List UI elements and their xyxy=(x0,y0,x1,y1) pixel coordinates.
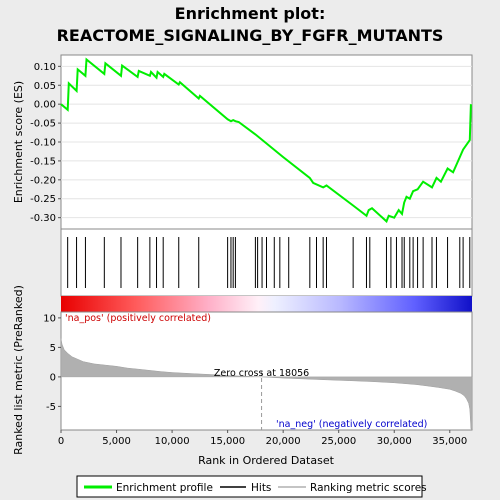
enrichment-profile-line xyxy=(60,57,472,224)
metric-y-axis-label: Ranked list metric (PreRanked) xyxy=(12,285,25,455)
metric-y-tick-label: 5 xyxy=(50,343,56,354)
metric-x-tick-label: 35,000 xyxy=(432,436,467,447)
metric-y-tick-label: 0 xyxy=(50,372,56,383)
es-y-tick-label: -0.30 xyxy=(30,213,56,224)
metric-x-axis-label: Rank in Ordered Dataset xyxy=(198,454,335,467)
es-y-tick-label: -0.15 xyxy=(30,156,56,167)
legend-enrichment-label: Enrichment profile xyxy=(116,482,213,494)
legend-metric-label: Ranking metric scores xyxy=(310,482,427,494)
metric-x-tick-label: 5,000 xyxy=(102,436,131,447)
neg-label: 'na_neg' (negatively correlated) xyxy=(276,419,427,430)
metric-x-tick-label: 15,000 xyxy=(210,436,245,447)
chart-title-line1: Enrichment plot: xyxy=(175,4,326,23)
metric-x-tick-label: 20,000 xyxy=(266,436,301,447)
metric-x-tick-label: 0 xyxy=(58,436,64,447)
metric-x-tick-label: 10,000 xyxy=(155,436,190,447)
metric-y-tick-label: -5 xyxy=(46,402,56,413)
es-y-axis: 0.10 0.05 0.00 -0.05 -0.10 -0.15 -0.20 -0.25 -0.… xyxy=(30,62,61,224)
es-y-tick-label: -0.05 xyxy=(30,119,56,130)
metric-y-tick-label: 10 xyxy=(43,313,56,324)
es-y-tick-label: -0.10 xyxy=(30,138,56,149)
legend-hits-label: Hits xyxy=(251,482,271,494)
es-y-tick-label: 0.05 xyxy=(34,81,56,92)
metric-x-tick-label: 30,000 xyxy=(377,436,412,447)
es-y-tick-label: -0.25 xyxy=(30,194,56,205)
es-y-tick-label: -0.20 xyxy=(30,175,56,186)
correlation-color-band xyxy=(61,296,472,312)
es-y-tick-label: 0.10 xyxy=(34,62,56,73)
legend-box xyxy=(76,475,423,498)
ranking-metric-area xyxy=(60,338,473,430)
metric-x-axis: 0 5,000 10,000 15,000 20,000 25,000 30,000 35,0… xyxy=(58,430,467,447)
pos-label: 'na_pos' (positively correlated) xyxy=(65,313,211,324)
chart-title-line2: REACTOME_SIGNALING_BY_FGFR_MUTANTS xyxy=(57,26,444,45)
metric-y-axis: 10 5 0 -5 xyxy=(43,313,61,413)
es-y-tick-label: 0.00 xyxy=(34,100,56,111)
es-grid xyxy=(61,65,472,219)
hits-marks xyxy=(67,237,471,288)
es-y-axis-label: Enrichment score (ES) xyxy=(12,81,25,203)
metric-x-tick-label: 25,000 xyxy=(321,436,356,447)
zero-cross-label: Zero cross at 18056 xyxy=(214,368,309,379)
